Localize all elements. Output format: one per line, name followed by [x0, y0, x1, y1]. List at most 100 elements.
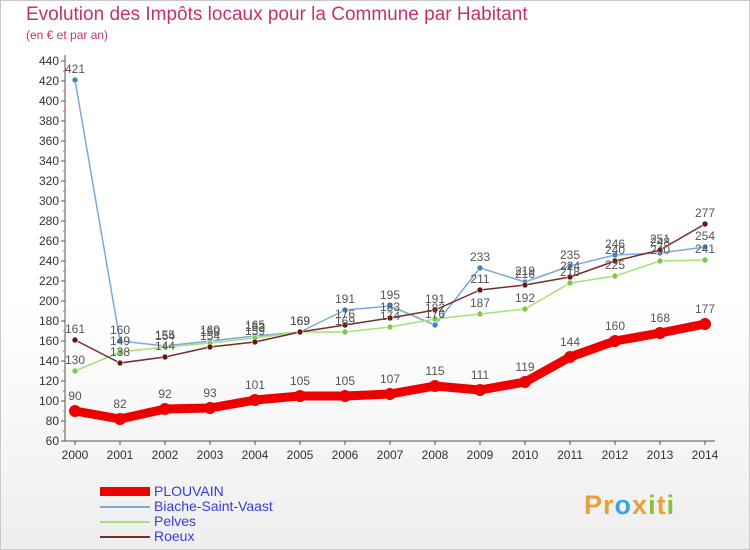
- data-point: [116, 337, 124, 345]
- data-label: 105: [290, 374, 310, 388]
- data-label: 169: [290, 314, 310, 328]
- data-point: [206, 343, 214, 351]
- data-point: [386, 314, 394, 322]
- data-label: 277: [695, 206, 715, 220]
- data-label: 421: [65, 62, 85, 76]
- y-tick-label: 180: [39, 314, 59, 328]
- data-point: [161, 343, 169, 351]
- data-label: 119: [515, 360, 534, 374]
- y-tick-label: 80: [46, 414, 60, 428]
- data-label: 211: [470, 272, 489, 286]
- y-tick-label: 360: [39, 134, 59, 148]
- logo-letter: o: [614, 490, 633, 520]
- chart-subtitle: (en € et par an): [26, 28, 109, 42]
- x-tick-label: 2006: [332, 448, 359, 462]
- y-tick-label: 400: [39, 94, 59, 108]
- data-label: 158: [200, 325, 220, 339]
- data-point: [341, 321, 349, 329]
- data-point: [296, 328, 304, 336]
- data-label: 191: [335, 292, 355, 306]
- data-label: 144: [155, 339, 175, 353]
- legend-label: Roeux: [154, 528, 195, 544]
- chart-title: Evolution des Impôts locaux pour la Comm…: [26, 4, 528, 25]
- data-label: 224: [560, 259, 580, 273]
- data-label: 130: [65, 353, 85, 367]
- logo-letter: r: [603, 490, 615, 520]
- data-point: [71, 367, 79, 375]
- data-label: 138: [110, 345, 130, 359]
- data-point: [249, 394, 261, 406]
- data-label: 219: [515, 264, 535, 278]
- x-tick-label: 2007: [377, 448, 404, 462]
- data-point: [566, 262, 574, 270]
- x-tick-label: 2013: [647, 448, 674, 462]
- data-label: 161: [65, 322, 85, 336]
- data-label: 246: [605, 237, 625, 251]
- proxiti-logo: Proxiti: [584, 490, 675, 521]
- data-label: 216: [515, 267, 535, 281]
- data-point: [431, 315, 439, 323]
- data-label: 105: [335, 374, 355, 388]
- data-point: [476, 310, 484, 318]
- y-tick-label: 320: [39, 174, 59, 188]
- data-label: 182: [425, 301, 445, 315]
- data-label: 169: [335, 314, 355, 328]
- data-point: [521, 281, 529, 289]
- data-label: 248: [650, 235, 670, 249]
- legend-swatch: [100, 506, 150, 508]
- x-tick-label: 2010: [512, 448, 539, 462]
- data-label: 240: [650, 243, 670, 257]
- data-label: 155: [155, 328, 175, 342]
- x-tick-label: 2001: [107, 448, 134, 462]
- data-point: [341, 328, 349, 336]
- data-point: [341, 306, 349, 314]
- data-point: [161, 353, 169, 361]
- logo-letter: t: [656, 490, 667, 520]
- data-label: 183: [380, 300, 400, 314]
- data-point: [251, 338, 259, 346]
- y-tick-label: 340: [39, 154, 59, 168]
- data-point: [654, 327, 666, 339]
- y-tick-label: 440: [39, 54, 59, 68]
- data-point: [159, 403, 171, 415]
- y-tick-label: 260: [39, 234, 59, 248]
- data-label: 254: [695, 229, 715, 243]
- data-point: [476, 264, 484, 272]
- data-label: 90: [68, 389, 82, 403]
- data-label: 169: [290, 314, 310, 328]
- data-label: 177: [695, 302, 715, 316]
- data-label: 101: [245, 378, 265, 392]
- data-label: 187: [470, 296, 490, 310]
- data-label: 160: [110, 323, 130, 337]
- data-label: 154: [200, 329, 220, 343]
- data-point: [294, 390, 306, 402]
- legend-label: Pelves: [154, 513, 197, 529]
- data-point: [701, 243, 709, 251]
- data-label: 163: [245, 320, 265, 334]
- data-label: 107: [380, 372, 400, 386]
- data-point: [701, 256, 709, 264]
- data-label: 192: [515, 291, 535, 305]
- y-tick-label: 100: [39, 394, 59, 408]
- data-label: 168: [650, 311, 670, 325]
- logo-letter: P: [584, 490, 604, 520]
- logo-letter: i: [648, 490, 657, 520]
- data-point: [564, 351, 576, 363]
- data-label: 251: [650, 232, 670, 246]
- data-point: [701, 220, 709, 228]
- data-point: [339, 390, 351, 402]
- data-point: [656, 257, 664, 265]
- data-point: [429, 380, 441, 392]
- data-label: 160: [605, 319, 625, 333]
- data-label: 195: [380, 288, 400, 302]
- x-tick-label: 2014: [692, 448, 719, 462]
- data-label: 165: [245, 318, 265, 332]
- x-tick-label: 2000: [62, 448, 89, 462]
- data-point: [71, 76, 79, 84]
- data-point: [476, 286, 484, 294]
- x-tick-label: 2012: [602, 448, 629, 462]
- data-point: [611, 272, 619, 280]
- legend-swatch: [100, 536, 150, 538]
- x-tick-label: 2009: [467, 448, 494, 462]
